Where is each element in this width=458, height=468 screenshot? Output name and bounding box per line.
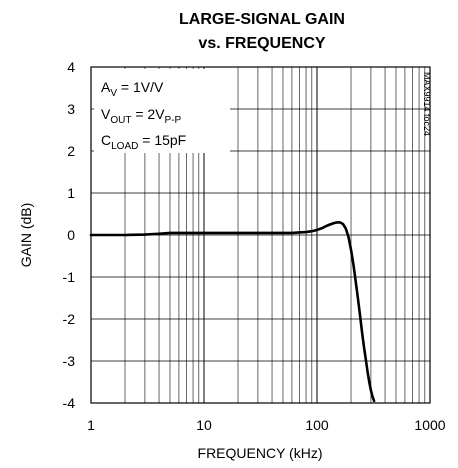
annotation-background bbox=[94, 69, 230, 153]
annotation-av: AV = 1V/V bbox=[101, 79, 164, 99]
chart-title-line2: vs. FREQUENCY bbox=[198, 35, 325, 52]
y-axis-label: GAIN (dB) bbox=[18, 203, 34, 268]
y-tick-label: 2 bbox=[67, 143, 75, 159]
x-axis-label: FREQUENCY (kHz) bbox=[198, 445, 323, 461]
x-tick-label: 10 bbox=[196, 417, 212, 433]
y-tick-label: 3 bbox=[67, 101, 75, 117]
y-tick-label: -1 bbox=[63, 269, 76, 285]
series-line bbox=[89, 221, 376, 403]
y-tick-label: -2 bbox=[63, 311, 76, 327]
series-layer bbox=[89, 221, 376, 403]
annotation-vout: VOUT = 2VP-P bbox=[101, 106, 182, 126]
y-tick-label: -4 bbox=[63, 395, 76, 411]
y-tick-label: 1 bbox=[67, 185, 75, 201]
figure-tag: MAX9914 toc24 bbox=[422, 72, 432, 136]
annotation-cload: CLOAD = 15pF bbox=[101, 132, 186, 152]
x-tick-label: 1000 bbox=[414, 417, 445, 433]
annotation-box: AV = 1V/V VOUT = 2VP-P CLOAD = 15pF bbox=[94, 69, 230, 153]
y-tick-label: 0 bbox=[67, 227, 75, 243]
chart-title-line1: LARGE-SIGNAL GAIN bbox=[179, 11, 345, 28]
y-tick-label: -3 bbox=[63, 353, 76, 369]
x-tick-label: 100 bbox=[305, 417, 329, 433]
y-tick-label: 4 bbox=[67, 59, 75, 75]
x-tick-label: 1 bbox=[87, 417, 95, 433]
